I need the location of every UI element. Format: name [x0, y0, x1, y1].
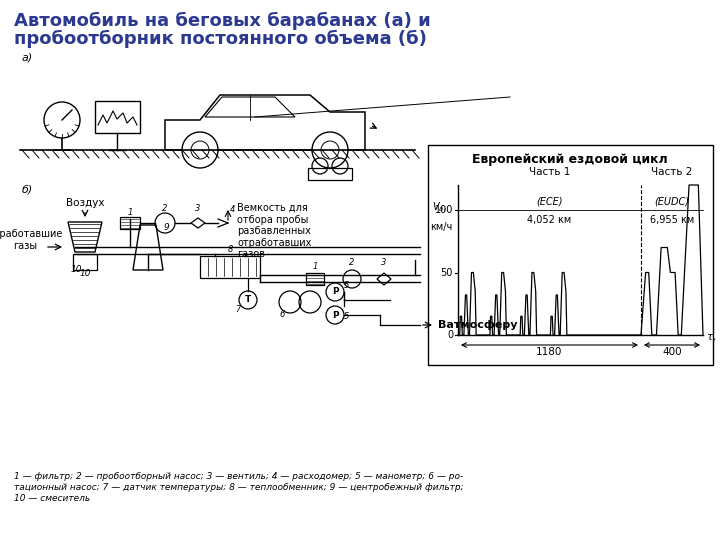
Bar	[306, 273, 324, 285]
Text: Вемкость для
отбора пробы
разбавленных
отработавших
газов: Вемкость для отбора пробы разбавленных о…	[237, 203, 311, 259]
Text: 1 — фильтр; 2 — пробоотборный насос; 3 — вентиль; 4 — расходомер; 5 — манометр; : 1 — фильтр; 2 — пробоотборный насос; 3 —…	[14, 472, 463, 481]
Text: P: P	[332, 287, 338, 296]
Text: $V_a$,: $V_a$,	[432, 200, 447, 214]
Text: 9: 9	[163, 223, 169, 232]
Text: 6: 6	[279, 310, 284, 319]
Text: 3: 3	[195, 204, 201, 213]
Text: 6,955 км: 6,955 км	[650, 215, 694, 225]
Text: 2: 2	[162, 204, 168, 213]
Text: (EUDC): (EUDC)	[654, 197, 690, 207]
Text: Европейский ездовой цикл: Европейский ездовой цикл	[472, 153, 668, 166]
Text: 10: 10	[71, 265, 82, 274]
Bar	[200, 256, 260, 278]
Text: Часть 1: Часть 1	[528, 167, 570, 177]
Text: а): а)	[22, 53, 33, 63]
Text: Воздух: Воздух	[66, 198, 104, 208]
Text: 1: 1	[312, 262, 318, 271]
Text: Часть 2: Часть 2	[652, 167, 693, 177]
Text: 8: 8	[228, 245, 233, 254]
Circle shape	[182, 132, 218, 168]
Bar	[120, 217, 140, 229]
Bar	[428, 145, 713, 365]
Text: (ECE): (ECE)	[536, 197, 563, 207]
Text: 4: 4	[230, 205, 235, 214]
Text: 0: 0	[447, 330, 453, 340]
Text: 10: 10	[79, 269, 91, 278]
Text: 100: 100	[435, 205, 453, 215]
Text: б): б)	[22, 184, 33, 194]
Text: 50: 50	[441, 267, 453, 278]
Text: 10 — смеситель: 10 — смеситель	[14, 494, 90, 503]
Text: 4,052 км: 4,052 км	[527, 215, 572, 225]
Text: 400: 400	[662, 347, 682, 357]
Text: Автомобиль на беговых барабанах (а) и: Автомобиль на беговых барабанах (а) и	[14, 12, 431, 30]
Text: 5: 5	[344, 312, 350, 321]
Text: пробоотборник постоянного объема (б): пробоотборник постоянного объема (б)	[14, 30, 427, 48]
Bar	[308, 168, 352, 180]
Text: 3: 3	[382, 258, 387, 267]
Bar	[73, 254, 97, 270]
Text: 5: 5	[344, 281, 350, 290]
Text: тационный насос; 7 — датчик температуры; 8 — теплообменник; 9 — центробежный фил: тационный насос; 7 — датчик температуры;…	[14, 483, 464, 492]
Circle shape	[312, 132, 348, 168]
Text: 2: 2	[349, 258, 355, 267]
Text: P: P	[332, 310, 338, 320]
Text: Отработавшие
газы: Отработавшие газы	[0, 229, 63, 251]
Text: Ватмосферу: Ватмосферу	[438, 320, 518, 330]
Text: км/ч: км/ч	[430, 222, 452, 232]
Text: T: T	[245, 295, 251, 305]
Text: 1180: 1180	[536, 347, 562, 357]
Text: τ, с: τ, с	[707, 332, 720, 342]
Bar	[95, 101, 140, 133]
Text: 7: 7	[235, 305, 240, 314]
Text: 1: 1	[127, 208, 132, 217]
